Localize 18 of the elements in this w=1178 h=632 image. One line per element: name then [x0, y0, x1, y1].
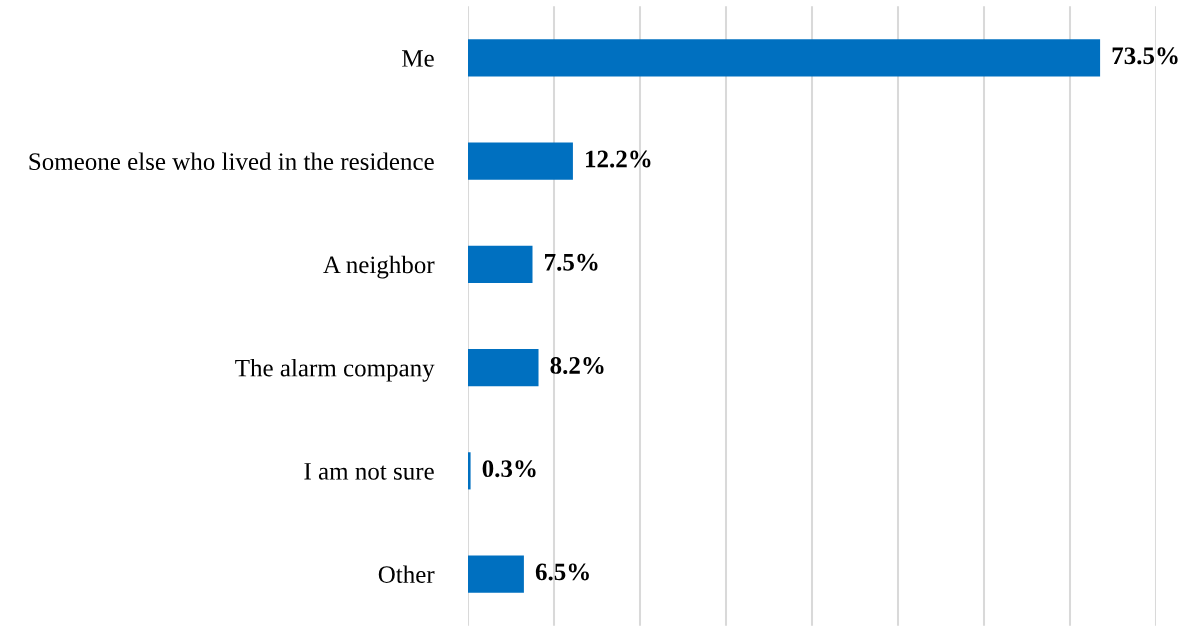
- data-label: 6.5%: [535, 563, 589, 581]
- data-label: 8.2%: [550, 357, 604, 374]
- data-label: 7.5%: [545, 253, 598, 271]
- y-tick-label: Me: [402, 50, 434, 67]
- bar: [468, 39, 1101, 77]
- y-tick-label: I am not sure: [304, 463, 434, 480]
- y-tick-label: A neighbor: [323, 255, 435, 279]
- bar: [468, 555, 524, 593]
- data-label: 0.3%: [482, 460, 536, 478]
- bar: [468, 452, 471, 490]
- data-label: 12.2%: [586, 150, 651, 168]
- y-tick-label: Other: [378, 565, 435, 583]
- y-tick-label: Someone else who lived in the residence: [29, 152, 434, 171]
- bar: [468, 245, 533, 283]
- y-tick-label: The alarm company: [235, 358, 435, 382]
- bar: [468, 142, 573, 180]
- bar: [468, 349, 539, 387]
- data-label: 73.5%: [1112, 47, 1178, 65]
